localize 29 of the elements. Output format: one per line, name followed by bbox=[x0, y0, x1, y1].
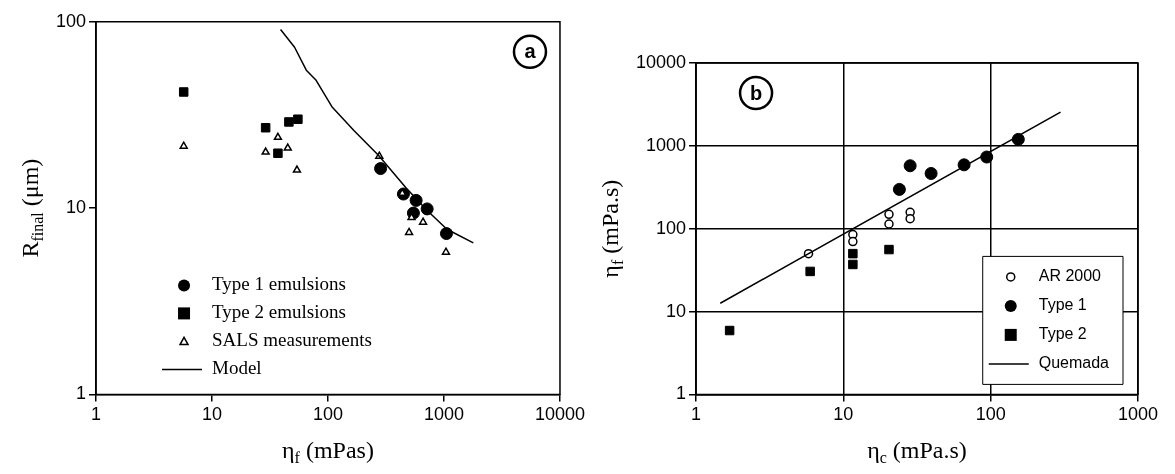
annotation: b bbox=[749, 81, 763, 104]
x-tick-label: 100 bbox=[975, 404, 1006, 425]
legend-label: Model bbox=[212, 357, 262, 379]
y-axis-title: ηf (mPa.s) bbox=[597, 179, 627, 278]
x-tick-label: 10 bbox=[202, 404, 223, 425]
y-axis-title: Rfinal (μm) bbox=[17, 158, 47, 258]
y-tick-label: 100 bbox=[656, 217, 687, 238]
annotation: a bbox=[524, 40, 537, 63]
x-tick-label: 1 bbox=[91, 404, 102, 425]
y-tick-label: 100 bbox=[55, 10, 87, 31]
y-tick-label: 10 bbox=[666, 300, 687, 321]
x-tick-label: 100 bbox=[312, 404, 344, 425]
legend-label: Type 2 bbox=[1038, 325, 1087, 343]
x-tick-label: 10 bbox=[833, 404, 854, 425]
legend-label: Type 1 emulsions bbox=[212, 273, 346, 295]
legend-label: Type 1 bbox=[1038, 296, 1087, 314]
y-tick-label: 10000 bbox=[635, 51, 687, 72]
x-tick-label: 1000 bbox=[1117, 404, 1159, 425]
legend-label: AR 2000 bbox=[1038, 267, 1102, 285]
y-tick-label: 1 bbox=[676, 383, 687, 404]
x-tick-label: 1000 bbox=[423, 404, 465, 425]
legend-label: Quemada bbox=[1038, 354, 1110, 372]
x-tick-label: 1 bbox=[691, 404, 702, 425]
y-tick-label: 1000 bbox=[646, 134, 687, 155]
y-tick-label: 10 bbox=[66, 197, 87, 218]
y-tick-label: 1 bbox=[76, 383, 87, 404]
legend-label: Type 2 emulsions bbox=[212, 301, 346, 323]
legend-label: SALS measurements bbox=[212, 329, 372, 351]
x-tick-label: 10000 bbox=[534, 404, 585, 425]
